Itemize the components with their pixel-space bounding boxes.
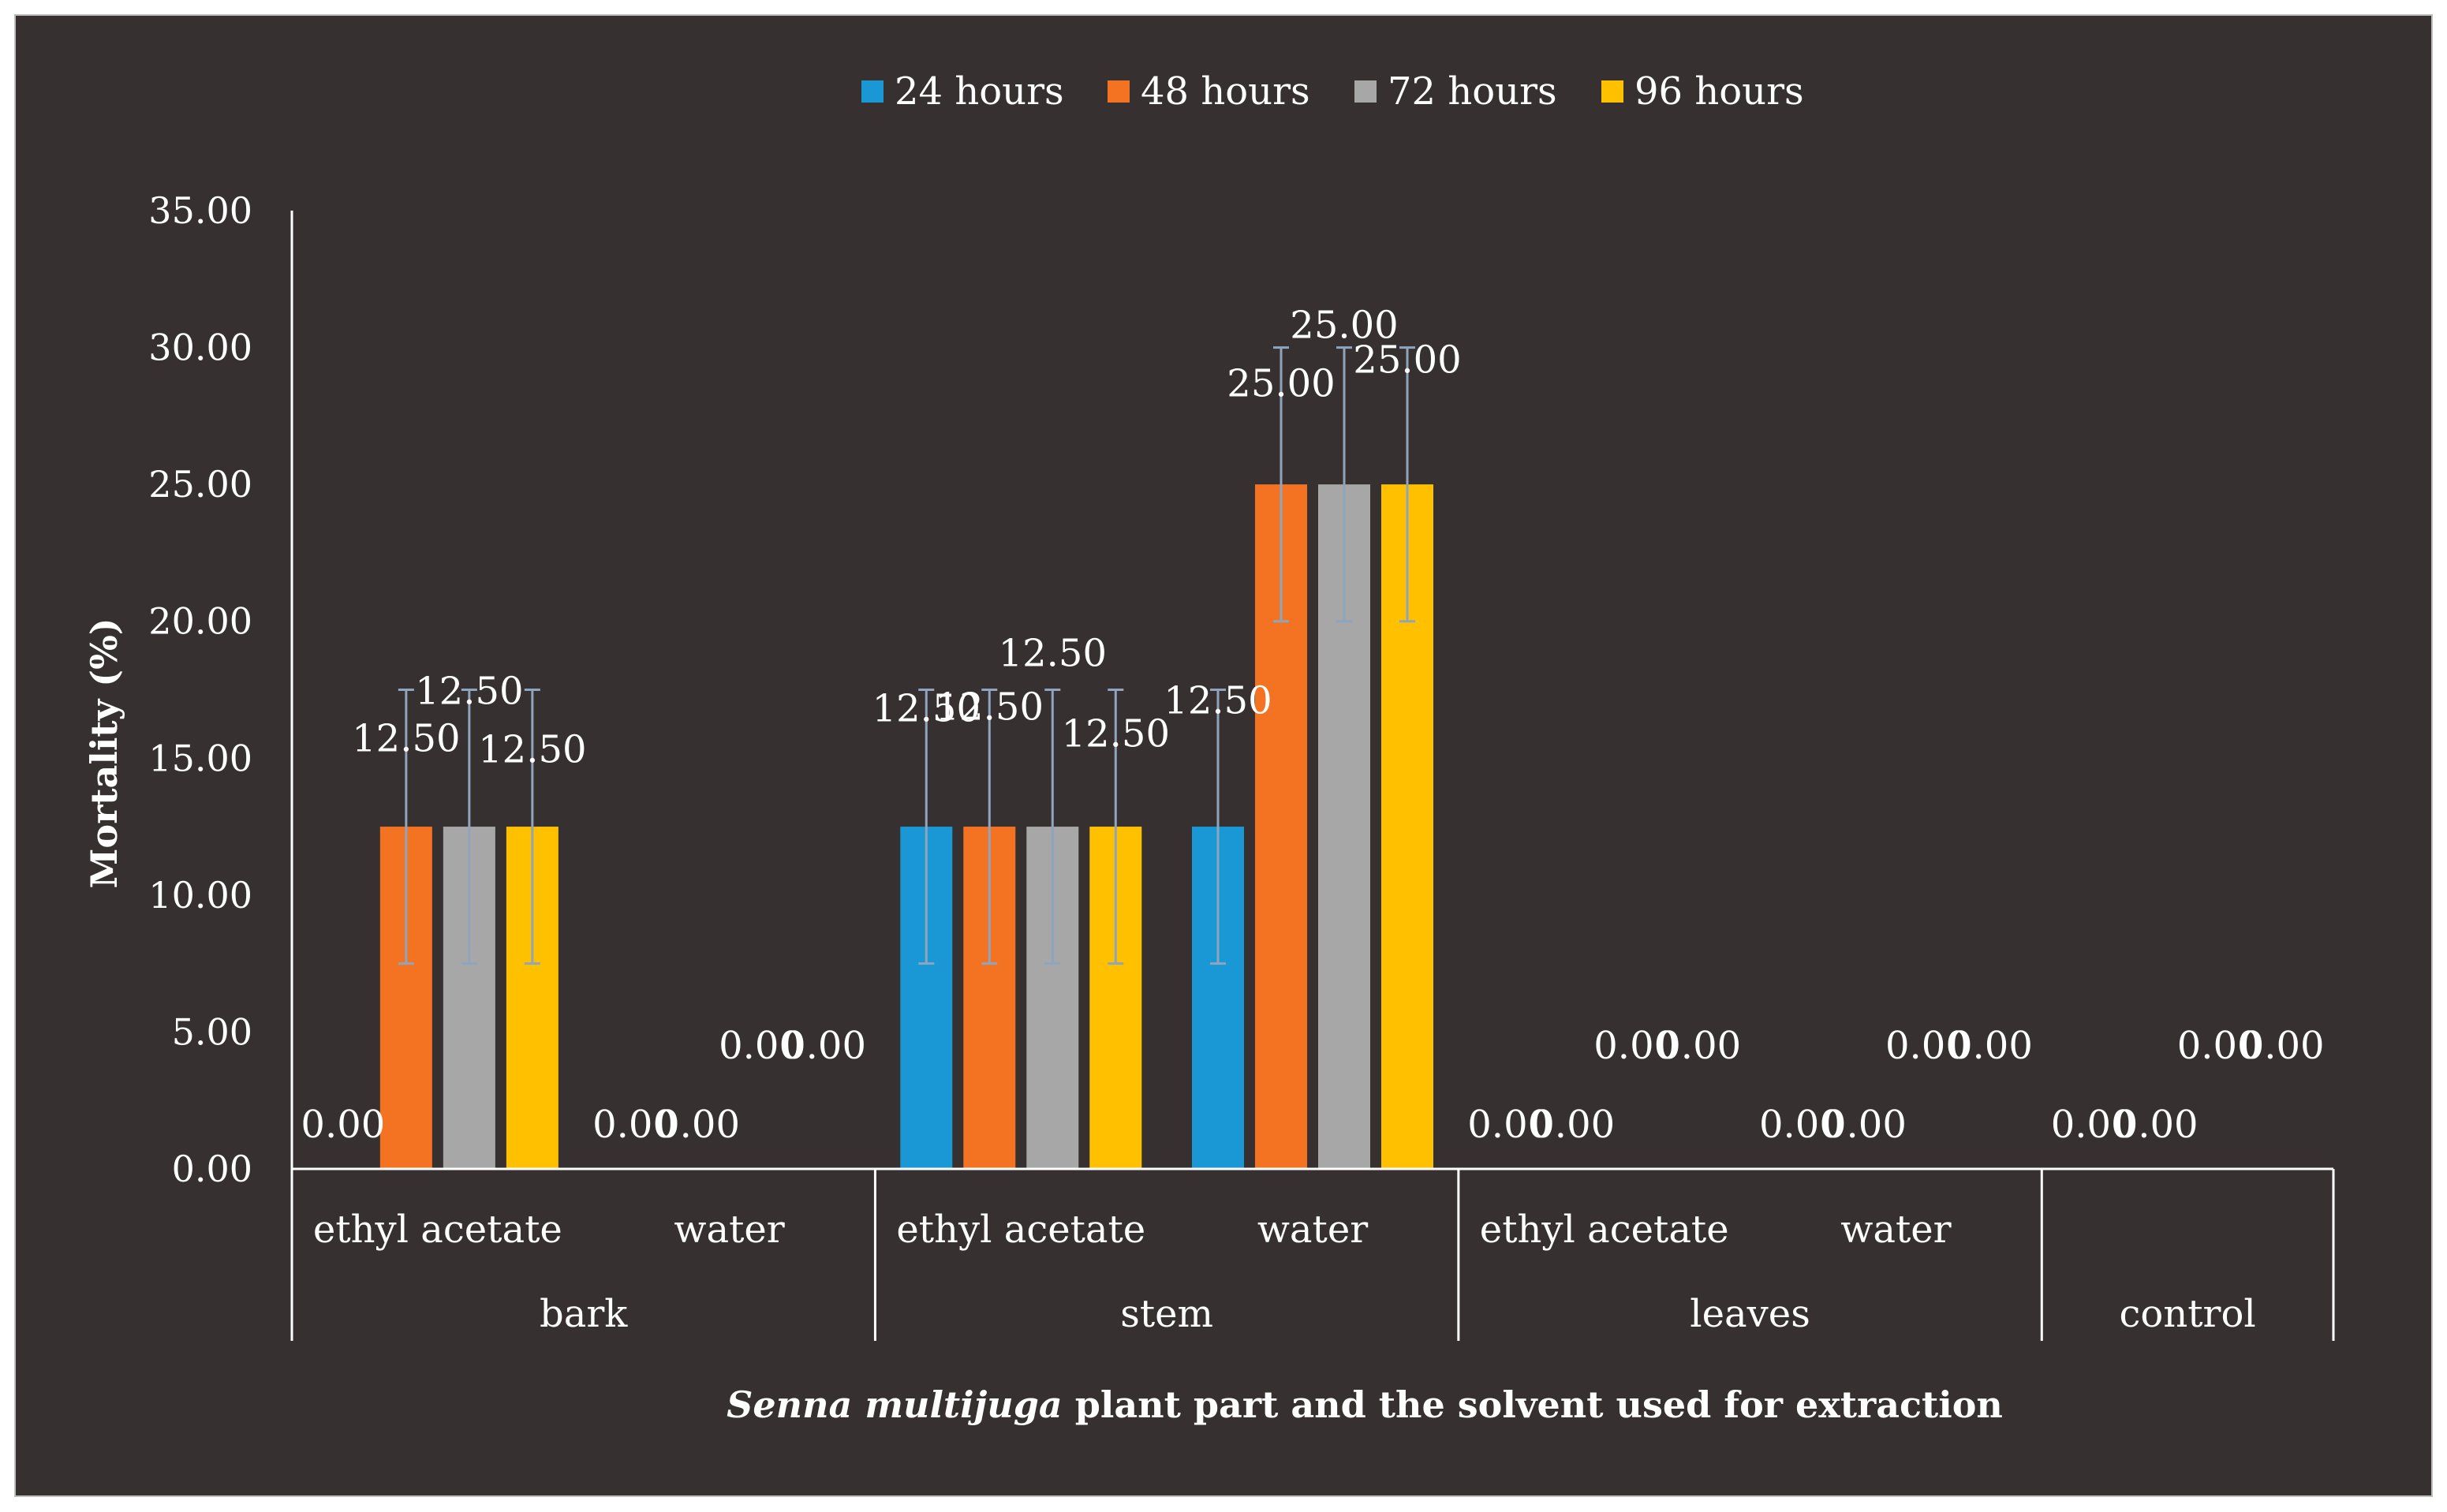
data-label: 25.00: [1227, 362, 1335, 406]
legend-item-96-hours: 96 hours: [1601, 69, 1804, 114]
data-label: 12.50: [872, 687, 981, 731]
y-axis: 0.00 5.00 10.00 15.00 20.00 25.00 30.00 35.00: [148, 189, 293, 1190]
data-label: 0.00: [719, 1024, 803, 1068]
data-label: 0.00: [1885, 1024, 1970, 1068]
chart-frame: 24 hours 48 hours 72 hours 96 hours 0.00 5.0…: [14, 14, 2433, 1497]
data-label: 0.00: [1948, 1024, 2033, 1068]
y-tick-label: 10.00: [148, 874, 252, 917]
data-label: 0.00: [1822, 1103, 1907, 1147]
legend: 24 hours 48 hours 72 hours 96 hours: [861, 69, 1804, 114]
error-bars: [398, 346, 1415, 965]
subcategory-label: water: [1840, 1208, 1951, 1252]
data-label: 0.00: [1467, 1103, 1552, 1147]
legend-label: 96 hours: [1634, 69, 1804, 114]
data-label: 0.00: [2177, 1024, 2262, 1068]
group-label-bark: bark: [540, 1292, 628, 1336]
data-label: 12.50: [415, 670, 523, 714]
legend-swatch: [1108, 80, 1130, 103]
bar-chart: 24 hours 48 hours 72 hours 96 hours 0.00 5.0…: [83, 69, 2335, 1426]
subcategory-label: ethyl acetate: [313, 1208, 562, 1252]
data-label: 0.00: [301, 1103, 385, 1147]
data-label: 0.00: [1530, 1103, 1615, 1147]
group-label-stem: stem: [1120, 1292, 1213, 1336]
x-axis-title-description: plant part and the solvent used for extr…: [1063, 1383, 2003, 1426]
x-axis: ethyl acetate water bark ethyl acetate water…: [290, 1167, 2335, 1341]
y-tick-label: 0.00: [172, 1148, 252, 1190]
data-label: 12.50: [999, 632, 1107, 676]
group-label-control: control: [2120, 1292, 2256, 1336]
bars: [379, 484, 1433, 1169]
y-axis-title: Mortality (%): [83, 618, 125, 888]
subcategory-label: ethyl acetate: [1480, 1208, 1729, 1252]
legend-swatch: [1601, 80, 1623, 103]
y-tick-label: 15.00: [148, 737, 252, 779]
legend-swatch: [1354, 80, 1377, 103]
data-label: 12.50: [1062, 712, 1170, 756]
data-label: 0.00: [1657, 1024, 1741, 1068]
legend-item-72-hours: 72 hours: [1354, 69, 1557, 114]
y-tick-label: 35.00: [148, 189, 252, 232]
subcategory-label: water: [1257, 1208, 1368, 1252]
y-tick-label: 5.00: [172, 1010, 252, 1053]
x-axis-title-species: Senna multijuga: [727, 1383, 1063, 1426]
data-label: 12.50: [936, 685, 1044, 730]
data-label: 0.00: [2114, 1103, 2199, 1147]
data-label: 12.50: [1164, 679, 1272, 723]
y-tick-label: 20.00: [148, 600, 252, 643]
data-label: 0.00: [1593, 1024, 1678, 1068]
data-label: 0.00: [592, 1103, 677, 1147]
data-label: 0.00: [2051, 1103, 2135, 1147]
x-axis-title: Senna multijuga plant part and the solve…: [727, 1383, 2003, 1426]
subcategory-label: water: [674, 1208, 784, 1252]
group-label-leaves: leaves: [1690, 1292, 1810, 1336]
legend-label: 72 hours: [1388, 69, 1557, 114]
y-tick-label: 25.00: [148, 463, 252, 506]
y-tick-label: 30.00: [148, 327, 252, 369]
subcategory-label: ethyl acetate: [896, 1208, 1145, 1252]
legend-item-24-hours: 24 hours: [861, 69, 1064, 114]
data-label: 0.00: [782, 1024, 866, 1068]
data-label: 12.50: [478, 728, 586, 772]
data-label: 0.00: [656, 1103, 740, 1147]
legend-swatch: [861, 80, 884, 103]
data-label: 0.00: [2240, 1024, 2325, 1068]
data-label: 25.00: [1353, 338, 1461, 383]
data-label: 12.50: [352, 717, 460, 761]
legend-label: 24 hours: [895, 69, 1064, 114]
data-label: 0.00: [1759, 1103, 1844, 1147]
legend-item-48-hours: 48 hours: [1108, 69, 1310, 114]
legend-label: 48 hours: [1141, 69, 1310, 114]
data-label: 25.00: [1290, 304, 1398, 348]
